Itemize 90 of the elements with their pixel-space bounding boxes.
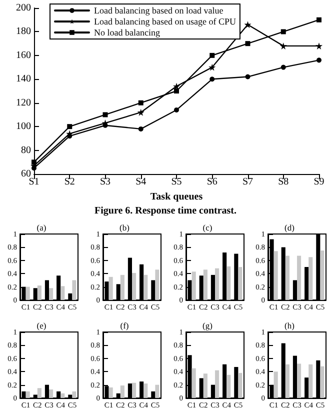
bar xyxy=(191,272,196,300)
bar xyxy=(60,286,65,300)
point xyxy=(245,74,250,80)
point xyxy=(316,42,322,50)
bar xyxy=(202,270,207,300)
legend-label: Load balancing based on load value xyxy=(94,6,224,16)
point xyxy=(280,64,286,70)
x-axis-title: Task queues xyxy=(150,191,203,202)
bar xyxy=(320,250,325,300)
chart-title: (d) xyxy=(284,222,295,232)
bar xyxy=(37,388,42,398)
point xyxy=(137,108,144,116)
bar xyxy=(226,374,230,398)
point xyxy=(67,124,72,130)
x-tick-label: S7 xyxy=(242,176,254,188)
point xyxy=(32,160,36,165)
bar xyxy=(238,267,242,300)
bar xyxy=(60,393,65,398)
bar xyxy=(202,374,207,398)
y-tick-label: 180 xyxy=(16,26,31,38)
bar xyxy=(238,372,242,398)
bar xyxy=(154,384,160,398)
point xyxy=(316,17,322,22)
bar xyxy=(132,272,136,300)
y-tick-label: 140 xyxy=(16,74,31,85)
point xyxy=(138,126,144,132)
bar xyxy=(286,256,290,300)
bar xyxy=(72,391,76,398)
y-tick-label: 60 xyxy=(21,168,31,180)
bar xyxy=(297,364,302,398)
y-tick-label: 200 xyxy=(16,2,31,14)
bar xyxy=(308,364,313,398)
point xyxy=(210,52,215,58)
x-tick-label: S5 xyxy=(171,176,182,188)
y-tick-label: 120 xyxy=(16,97,31,108)
point xyxy=(244,21,252,28)
bar xyxy=(49,389,54,398)
bar xyxy=(297,256,302,300)
point xyxy=(174,88,179,94)
bar xyxy=(320,366,325,398)
bar xyxy=(143,274,148,300)
bar xyxy=(308,257,313,300)
bar xyxy=(214,268,219,300)
point xyxy=(245,41,250,46)
point xyxy=(280,29,286,34)
point xyxy=(316,58,322,63)
bar xyxy=(154,270,160,300)
x-tick-label: S1 xyxy=(28,176,40,188)
bar xyxy=(274,251,278,300)
x-tick-label: S6 xyxy=(206,176,218,188)
bar xyxy=(120,385,124,398)
bar xyxy=(49,288,54,300)
bar xyxy=(274,372,278,398)
bar xyxy=(286,364,290,398)
bar xyxy=(120,274,124,300)
x-tick-label: S8 xyxy=(278,176,289,188)
chart-title: (c) xyxy=(202,222,212,232)
bar xyxy=(132,382,136,398)
x-tick-label: S4 xyxy=(136,176,146,188)
bar xyxy=(26,286,30,300)
bar xyxy=(37,285,42,300)
bar xyxy=(108,276,113,300)
point xyxy=(102,112,108,118)
caption: Figure 6. Response time contrast. xyxy=(94,206,238,216)
point xyxy=(280,42,287,50)
y-tick-label: 80 xyxy=(21,144,31,156)
point xyxy=(210,76,215,82)
x-tick-label: S9 xyxy=(314,176,324,188)
point xyxy=(208,64,216,71)
bar xyxy=(143,383,148,398)
bar xyxy=(191,368,196,398)
legend-label: Load balancing based on usage of CPU xyxy=(94,16,236,26)
y-tick-label: 100 xyxy=(16,121,31,132)
chart-title: (h) xyxy=(284,320,295,330)
point xyxy=(138,100,144,106)
y-tick-label: 160 xyxy=(16,50,31,61)
x-tick-label: S3 xyxy=(100,176,111,188)
x-tick-label: S2 xyxy=(64,176,75,188)
legend-label: No load balancing xyxy=(94,28,160,38)
point xyxy=(174,107,179,112)
chart-title: (e) xyxy=(36,320,46,330)
bar xyxy=(26,391,30,398)
bar xyxy=(214,370,219,398)
chart-title: (b) xyxy=(119,222,130,232)
chart-title: (f) xyxy=(120,320,129,330)
chart-title: (g) xyxy=(202,320,212,330)
bar xyxy=(226,266,230,300)
chart-title: (a) xyxy=(36,222,46,232)
bar xyxy=(72,280,76,300)
bar xyxy=(108,387,113,398)
